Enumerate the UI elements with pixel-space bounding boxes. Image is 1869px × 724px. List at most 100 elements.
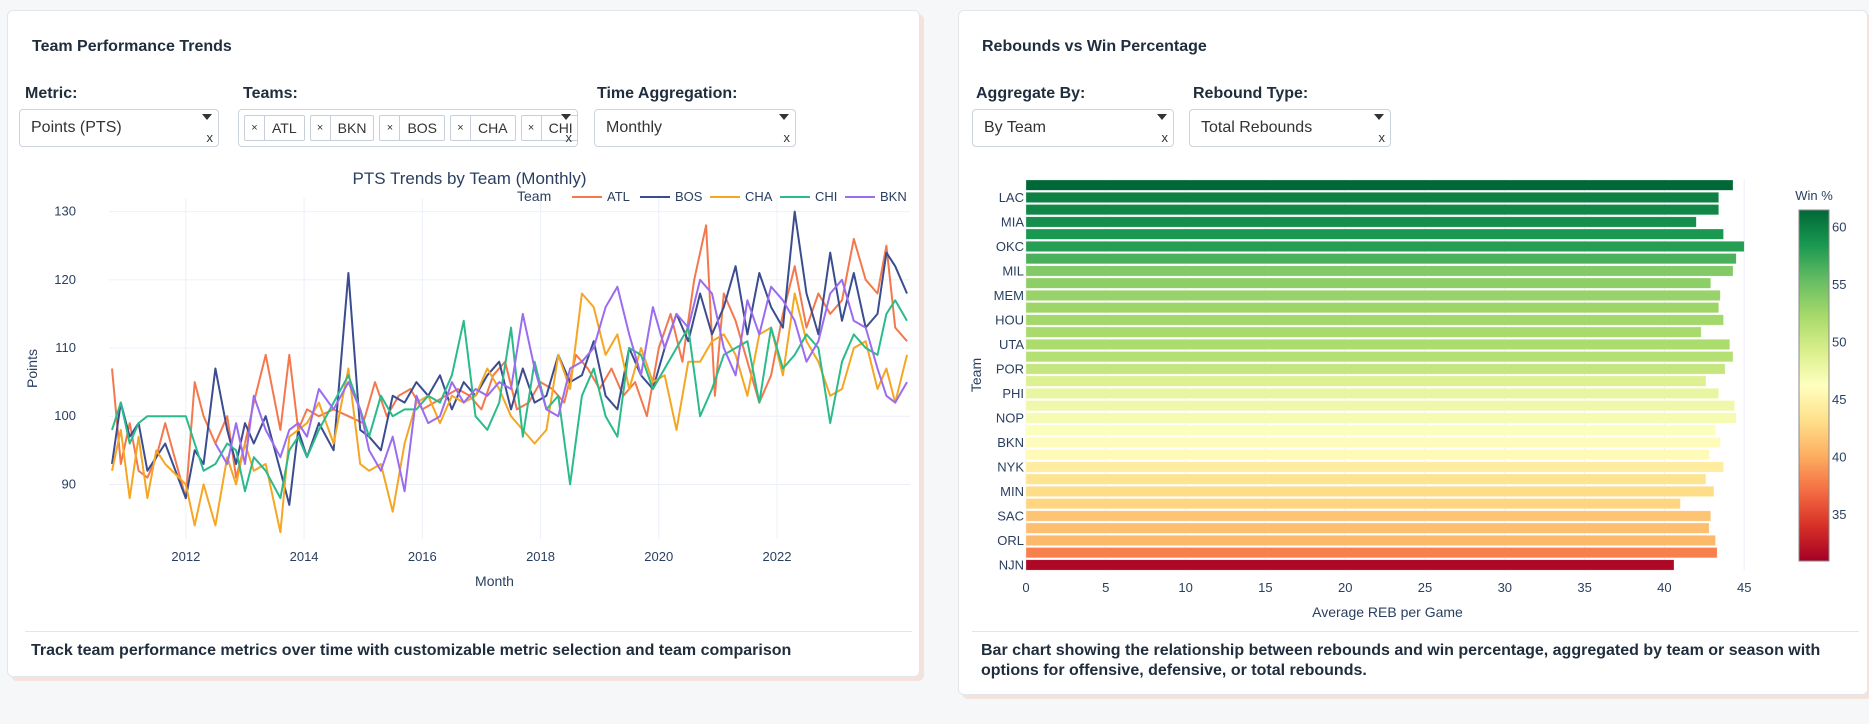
time-aggregation-dropdown[interactable]: Monthly x xyxy=(594,109,796,147)
bar[interactable] xyxy=(1025,363,1726,375)
chevron-down-icon[interactable] xyxy=(202,114,212,120)
clear-icon[interactable]: x xyxy=(1378,130,1386,145)
y-tick-label: 110 xyxy=(55,340,76,355)
teams-multiselect[interactable]: × ATL × BKN × BOS × CHA × CHI x xyxy=(238,109,578,147)
legend-label-chi[interactable]: CHI xyxy=(815,189,837,204)
rebounds-bar-chart[interactable]: 0 5 10 15 20 25 30 35 40 45 LAC MIA OKC MIL MEM HOU UTA P… xyxy=(959,171,1869,631)
bar[interactable] xyxy=(1025,326,1702,338)
rebound-type-dropdown[interactable]: Total Rebounds x xyxy=(1189,109,1391,147)
chip-label: ATL xyxy=(272,120,297,136)
bar[interactable] xyxy=(1025,437,1721,448)
legend-label-atl[interactable]: ATL xyxy=(607,189,630,204)
pts-trends-line-chart[interactable]: PTS Trends by Team (Monthly) 90 100 110 120 1… xyxy=(8,171,921,631)
bar[interactable] xyxy=(1025,375,1707,387)
bar[interactable] xyxy=(1025,204,1719,216)
x-tick-label: 2016 xyxy=(408,549,437,564)
bar[interactable] xyxy=(1025,473,1707,485)
metric-dropdown[interactable]: Points (PTS) x xyxy=(19,109,219,147)
bar[interactable] xyxy=(1025,547,1718,559)
chevron-down-icon[interactable] xyxy=(1374,114,1384,120)
aggregate-by-value: By Team xyxy=(984,119,1046,136)
clear-icon[interactable]: x xyxy=(783,130,791,145)
x-tick-label: 2020 xyxy=(644,549,673,564)
bar[interactable] xyxy=(1025,314,1724,326)
y-tick-label: HOU xyxy=(995,312,1024,327)
legend-label-bkn[interactable]: BKN xyxy=(880,189,907,204)
chevron-down-icon[interactable] xyxy=(1157,114,1167,120)
bar[interactable] xyxy=(1025,253,1737,265)
bar[interactable] xyxy=(1025,535,1716,546)
rebound-type-label: Rebound Type: xyxy=(1193,85,1309,102)
bar[interactable] xyxy=(1025,388,1719,399)
bar[interactable] xyxy=(1025,277,1711,289)
x-tick-label: 5 xyxy=(1102,580,1109,595)
legend: Team ATL BOS CHA CHI BKN xyxy=(517,188,907,204)
series-line-chi[interactable] xyxy=(111,299,908,500)
bar[interactable] xyxy=(1025,302,1719,314)
remove-chip-icon[interactable]: × xyxy=(522,116,542,140)
teams-label: Teams: xyxy=(243,85,298,102)
remove-chip-icon[interactable]: × xyxy=(380,116,401,140)
colorbar-title: Win % xyxy=(1795,188,1833,203)
colorbar-tick-label: 40 xyxy=(1832,449,1846,464)
remove-chip-icon[interactable]: × xyxy=(311,116,331,140)
y-tick-label: MIL xyxy=(1002,263,1024,278)
chip-label: CHA xyxy=(478,120,508,136)
series-line-bos[interactable] xyxy=(111,210,908,506)
bar[interactable] xyxy=(1025,339,1731,350)
colorbar-tick-label: 50 xyxy=(1832,334,1846,349)
clear-icon[interactable]: x xyxy=(206,130,214,145)
bar[interactable] xyxy=(1025,228,1724,240)
y-tick-label: PHI xyxy=(1002,386,1024,401)
team-chips: × ATL × BKN × BOS × CHA × CHI xyxy=(244,115,577,141)
time-aggregation-value: Monthly xyxy=(606,119,663,136)
y-tick-label: 90 xyxy=(62,476,76,491)
panel-description: Track team performance metrics over time… xyxy=(31,642,792,659)
bar[interactable] xyxy=(1025,192,1719,203)
bar[interactable] xyxy=(1025,265,1734,277)
y-tick-label: UTA xyxy=(999,337,1024,352)
chevron-down-icon[interactable] xyxy=(561,114,571,120)
team-chip-atl: × ATL xyxy=(244,115,305,141)
bar[interactable] xyxy=(1025,510,1711,522)
bar[interactable] xyxy=(1025,559,1675,571)
aggregate-by-dropdown[interactable]: By Team x xyxy=(972,109,1174,147)
x-axis-label: Month xyxy=(475,573,514,589)
bar[interactable] xyxy=(1025,290,1721,301)
description-line-2: options for offensive, defensive, or tot… xyxy=(981,662,1367,679)
bar[interactable] xyxy=(1025,486,1715,497)
chip-label: CHI xyxy=(548,120,573,136)
legend-label-cha[interactable]: CHA xyxy=(745,189,773,204)
x-tick-label: 2018 xyxy=(526,549,555,564)
bar[interactable] xyxy=(1025,351,1734,363)
bar[interactable] xyxy=(1025,461,1724,473)
bar[interactable] xyxy=(1025,449,1710,461)
bar[interactable] xyxy=(1025,498,1681,510)
y-tick-label: ORL xyxy=(997,533,1024,548)
colorbar-tick-label: 45 xyxy=(1832,392,1846,407)
clear-icon[interactable]: x xyxy=(1161,130,1169,145)
remove-chip-icon[interactable]: × xyxy=(451,116,472,140)
legend-label-bos[interactable]: BOS xyxy=(675,189,703,204)
bar[interactable] xyxy=(1025,522,1710,534)
bar[interactable] xyxy=(1025,216,1697,228)
bar[interactable] xyxy=(1025,179,1734,191)
clear-all-icon[interactable]: x xyxy=(565,130,573,145)
remove-chip-icon[interactable]: × xyxy=(245,116,265,140)
series-line-cha[interactable] xyxy=(111,292,908,534)
x-tick-label: 25 xyxy=(1418,580,1432,595)
y-tick-label: NYK xyxy=(997,459,1024,474)
chevron-down-icon[interactable] xyxy=(779,114,789,120)
chip-label: BOS xyxy=(407,120,438,136)
legend-title: Team xyxy=(517,188,551,204)
x-tick-label: 10 xyxy=(1178,580,1192,595)
y-tick-label: NJN xyxy=(999,557,1024,572)
y-tick-label: MIN xyxy=(1000,484,1024,499)
bar[interactable] xyxy=(1025,412,1737,424)
bar[interactable] xyxy=(1025,241,1745,252)
chart-title: PTS Trends by Team (Monthly) xyxy=(353,171,587,188)
bar[interactable] xyxy=(1025,424,1716,436)
bar[interactable] xyxy=(1025,400,1735,412)
x-tick-label: 35 xyxy=(1577,580,1591,595)
series-line-bkn[interactable] xyxy=(214,278,908,493)
